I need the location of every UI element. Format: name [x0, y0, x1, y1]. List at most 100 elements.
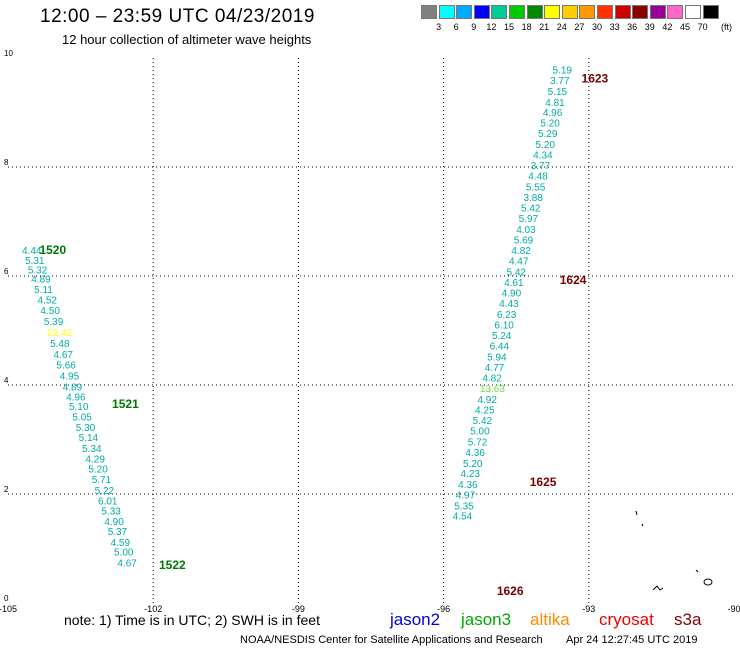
wave-height-label: 4.36 [465, 448, 485, 459]
wave-height-label: 5.05 [72, 412, 92, 423]
wave-height-label: 5.42 [507, 267, 527, 278]
x-tick-label: -93 [582, 604, 595, 614]
scale-swatch [421, 5, 437, 19]
scale-label: 18 [521, 22, 532, 32]
x-tick-label: -99 [292, 604, 305, 614]
wave-height-label: 5.37 [108, 527, 128, 538]
wave-height-label: 4.61 [504, 278, 524, 289]
chart-title: 12:00 – 23:59 UTC 04/23/2019 [40, 6, 315, 27]
scale-swatch [544, 5, 561, 19]
wave-height-label: 5.72 [468, 437, 488, 448]
satellite-s3a: s3a [674, 610, 702, 629]
wave-height-label: 4.77 [485, 363, 505, 374]
wave-height-label: 4.59 [111, 538, 131, 549]
wave-height-label: 5.10 [69, 402, 89, 413]
wave-height-label: 4.97 [456, 490, 476, 501]
wave-height-label: 4.82 [482, 374, 502, 385]
wave-height-label: 4.36 [458, 480, 478, 491]
y-tick-label: 8 [4, 158, 9, 167]
wave-height-label: 4.52 [38, 295, 58, 306]
wave-height-label: 4.54 [453, 512, 473, 523]
wave-height-label: 6.44 [490, 342, 510, 353]
wave-height-label: 5.20 [88, 465, 108, 476]
wave-height-label: 5.42 [521, 204, 541, 215]
satellite-jason3: jason3 [461, 610, 512, 629]
wave-height-label: 4.81 [545, 98, 565, 109]
scale-swatch [438, 5, 455, 19]
footer-credit: NOAA/NESDIS Center for Satellite Applica… [240, 634, 543, 646]
scale-unit: (ft) [721, 22, 732, 32]
scale-swatch [579, 5, 596, 19]
satellite-jason2: jason2 [390, 610, 441, 629]
pass-time-label: 1522 [159, 558, 186, 572]
wave-height-label: 5.35 [454, 501, 474, 512]
wave-height-label: 5.33 [101, 507, 121, 518]
wave-height-label: 5.29 [538, 129, 558, 140]
wave-height-label: 5.48 [50, 339, 70, 350]
wave-height-label: 4.48 [528, 172, 548, 183]
wave-height-label: 6.01 [98, 496, 118, 507]
footer-note: note: 1) Time is in UTC; 2) SWH is in fe… [64, 612, 320, 628]
scale-label: 30 [591, 22, 602, 32]
y-tick-label: 10 [4, 49, 13, 58]
wave-height-label: 5.97 [519, 214, 539, 225]
pass-time-label: 1623 [582, 72, 609, 86]
wave-height-label: 3.77 [550, 76, 570, 87]
pass-time-label: 1626 [497, 584, 524, 598]
wave-height-label: 4.90 [502, 289, 522, 300]
scale-swatch [614, 5, 631, 19]
scale-label: 45 [679, 22, 690, 32]
wave-height-label: 3.88 [523, 193, 543, 204]
wave-height-label: 5.42 [473, 416, 493, 427]
pass-time-label: 1521 [112, 397, 139, 411]
wave-height-label: 22.42 [47, 328, 72, 339]
scale-label: 42 [662, 22, 673, 32]
wave-height-label: 6.10 [494, 320, 514, 331]
scale-swatch [685, 5, 701, 19]
wave-height-label: 3.77 [531, 161, 551, 172]
scale-label: 12 [486, 22, 497, 32]
wave-height-label: 4.34 [533, 150, 553, 161]
wave-height-label: 5.31 [25, 256, 45, 267]
scale-swatch [667, 5, 684, 19]
wave-height-label: 5.14 [79, 433, 99, 444]
scale-swatch [526, 5, 543, 19]
coastline-fragment [635, 510, 644, 527]
wave-height-label: 6.23 [497, 310, 517, 321]
scale-swatch [597, 5, 613, 19]
wave-height-label: 5.55 [526, 182, 546, 193]
scale-swatch [561, 5, 578, 19]
wave-height-label: 5.20 [463, 459, 483, 470]
wave-height-label: 5.15 [548, 87, 568, 98]
chart-subtitle: 12 hour collection of altimeter wave hei… [62, 32, 312, 47]
wave-height-label: 5.66 [56, 361, 76, 372]
wave-height-label: 13.63 [480, 384, 505, 395]
scale-label: 15 [503, 22, 514, 32]
wave-height-label: 4.90 [104, 517, 124, 528]
wave-height-label: 4.29 [85, 454, 105, 465]
y-tick-label: 6 [4, 267, 9, 276]
wave-height-label: 5.34 [82, 444, 102, 455]
scale-label: 6 [453, 22, 459, 32]
wave-height-label: 4.03 [516, 225, 536, 236]
wave-height-label: 5.24 [492, 331, 512, 342]
coastline-fragment [652, 569, 713, 591]
wave-height-label: 5.00 [114, 548, 134, 559]
satellite-altika: altika [530, 610, 570, 629]
y-tick-label: 2 [4, 485, 9, 494]
wave-height-label: 5.32 [28, 265, 48, 276]
wave-height-label: 5.19 [553, 65, 573, 76]
satellite-cryosat: cryosat [599, 610, 654, 629]
scale-label: 9 [471, 22, 477, 32]
x-tick-label: -96 [437, 604, 450, 614]
wave-height-label: 4.96 [543, 108, 563, 119]
wave-height-label: 4.25 [475, 405, 495, 416]
footer-timestamp: Apr 24 12:27:45 UTC 2019 [566, 634, 698, 646]
scale-label: 3 [436, 22, 442, 32]
wave-height-label: 4.89 [31, 275, 51, 286]
wave-height-label: 4.67 [53, 350, 73, 361]
scale-label: 70 [697, 22, 708, 32]
wave-height-label: 4.89 [63, 382, 83, 393]
